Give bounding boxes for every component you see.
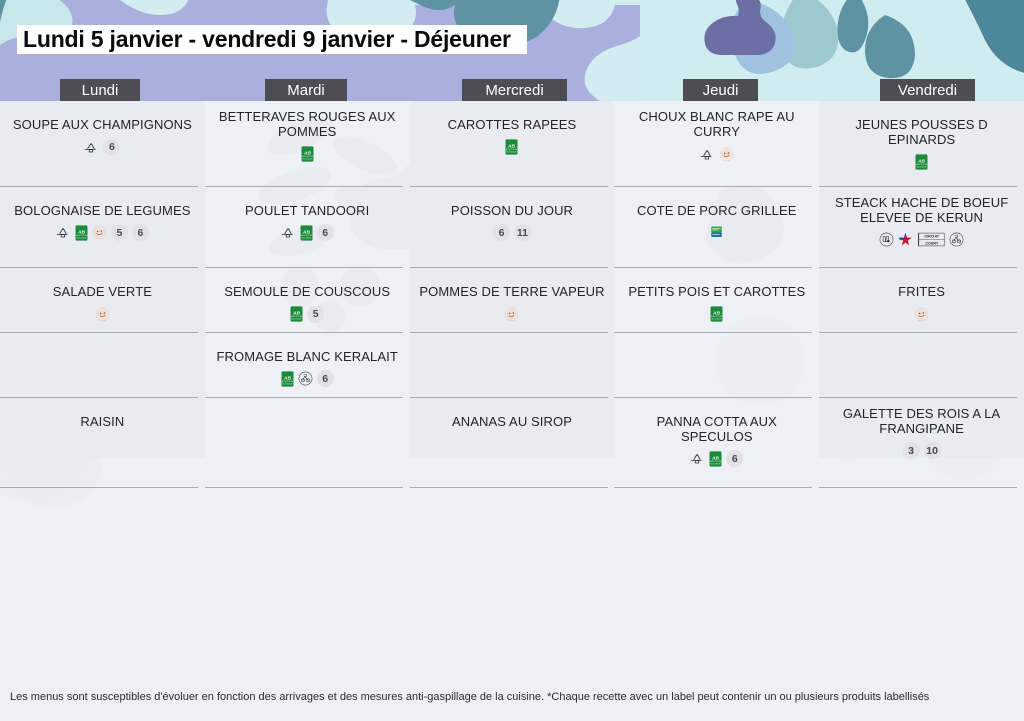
svg-text:AB: AB <box>712 310 720 316</box>
svg-text:AB: AB <box>302 229 310 235</box>
svg-text:AB: AB <box>292 310 300 316</box>
svg-text:AB: AB <box>303 150 311 156</box>
svg-text:AB: AB <box>508 143 516 149</box>
svg-text:AB: AB <box>283 375 291 381</box>
svg-text:AB: AB <box>711 455 719 461</box>
svg-text:CIRCUIT: CIRCUIT <box>925 235 940 239</box>
svg-text:COURT: COURT <box>925 242 939 246</box>
svg-text:AB: AB <box>77 229 85 235</box>
svg-text:AB: AB <box>917 158 925 164</box>
